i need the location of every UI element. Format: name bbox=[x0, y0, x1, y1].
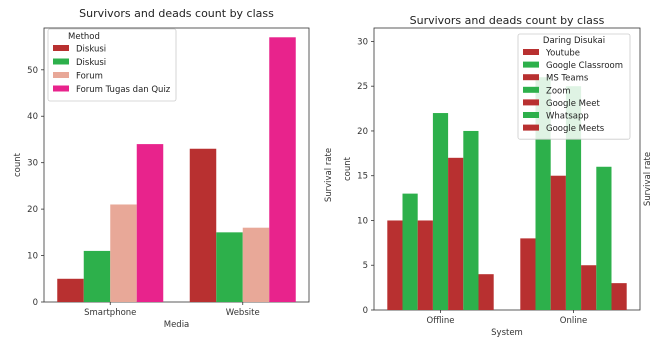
chart2-legend-label-3: Zoom bbox=[546, 86, 571, 96]
chart2: Survivors and deads count by class 0 5 10 15… bbox=[343, 14, 653, 338]
chart1-ytick-label-4: 40 bbox=[27, 112, 38, 122]
chart2-ytick-label-3: 15 bbox=[357, 172, 368, 182]
chart2-legend-swatch-0 bbox=[523, 49, 539, 55]
chart1-ytick-label-0: 0 bbox=[33, 298, 38, 308]
chart1-bar-0-2 bbox=[110, 204, 137, 302]
chart1: Survivors and deads count by class 0 10 20 3… bbox=[13, 7, 334, 330]
chart2-xtick-label-0: Offline bbox=[427, 316, 455, 326]
chart1-bar-1-2 bbox=[242, 227, 270, 302]
chart2-bar-0-3 bbox=[432, 113, 449, 310]
chart1-ytick-label-2: 20 bbox=[27, 205, 38, 215]
chart1-legend-label-0: Diskusi bbox=[76, 45, 106, 55]
chart1-bar-0-0 bbox=[57, 278, 84, 302]
chart2-title: Survivors and deads count by class bbox=[410, 14, 605, 27]
chart2-ytick-label-5: 25 bbox=[357, 82, 368, 92]
chart2-legend-swatch-3 bbox=[523, 86, 539, 93]
chart2-bar-1-3 bbox=[565, 86, 582, 310]
chart1-legend-label-1: Diskusi bbox=[76, 58, 106, 68]
chart2-ytick-label-1: 5 bbox=[363, 261, 368, 271]
chart1-ytick-label-1: 10 bbox=[27, 252, 38, 262]
chart1-xtick-label-0: Smartphone bbox=[84, 308, 136, 318]
chart2-legend-swatch-6 bbox=[523, 124, 539, 131]
chart1-plot-frame bbox=[43, 27, 310, 303]
chart2-bar-0-4 bbox=[448, 157, 464, 310]
chart1-legend-swatch-3 bbox=[53, 85, 69, 92]
chart2-legend-box bbox=[517, 33, 631, 140]
chart2-legend-label-4: Google Meet bbox=[546, 99, 600, 109]
chart2-ytick-label-2: 10 bbox=[357, 216, 368, 226]
chart2-legend-label-5: Whatsapp bbox=[546, 112, 589, 122]
chart1-bar-1-0 bbox=[189, 148, 217, 302]
chart1-ylabel: count bbox=[13, 152, 23, 177]
chart2-legend-label-0: Youtube bbox=[545, 49, 580, 59]
chart2-legend-swatch-1 bbox=[523, 61, 539, 68]
chart1-bar-1-3 bbox=[269, 37, 296, 302]
chart2-legend-label-6: Google Meets bbox=[546, 124, 605, 134]
chart2-legend-title: Daring Disukai bbox=[543, 36, 605, 46]
chart2-ytick-label-6: 30 bbox=[357, 37, 368, 47]
chart1-legend-label-3: Forum Tugas dan Quiz bbox=[76, 85, 171, 95]
chart2-ylabel: count bbox=[343, 156, 353, 181]
chart1-legend-swatch-2 bbox=[53, 72, 69, 78]
chart2-ytick-label-0: 0 bbox=[363, 306, 368, 316]
chart1-ytick-label-5: 50 bbox=[27, 66, 38, 76]
chart2-bar-1-2 bbox=[550, 175, 566, 310]
chart2-legend-label-2: MS Teams bbox=[546, 74, 589, 84]
chart1-title: Survivors and deads count by class bbox=[79, 7, 274, 20]
chart2-legend-swatch-2 bbox=[523, 74, 539, 81]
chart2-bar-0-0 bbox=[387, 220, 403, 310]
chart2-ytick-label-4: 20 bbox=[357, 127, 368, 137]
chart2-legend-swatch-4 bbox=[523, 99, 539, 106]
chart1-side-label: Survival rate bbox=[324, 148, 334, 202]
chart2-bar-0-6 bbox=[478, 274, 494, 310]
chart2-legend-swatch-5 bbox=[523, 112, 539, 118]
chart2-bar-0-2 bbox=[417, 220, 433, 310]
chart1-ytick-label-3: 30 bbox=[27, 159, 38, 169]
chart2-side-label: Survival rate bbox=[643, 152, 653, 206]
chart1-xlabel: Media bbox=[164, 320, 190, 330]
chart2-plot-frame bbox=[373, 27, 641, 311]
chart2-legend-label-1: Google Classroom bbox=[546, 61, 623, 71]
chart2-bar-0-1 bbox=[402, 193, 418, 310]
chart1-legend-swatch-0 bbox=[53, 45, 69, 51]
chart1-bar-0-1 bbox=[83, 250, 111, 302]
chart1-legend-title: Method bbox=[68, 32, 100, 42]
chart2-bar-0-5 bbox=[463, 130, 479, 310]
chart2-bar-1-4 bbox=[581, 265, 597, 310]
chart1-legend-box bbox=[47, 28, 177, 102]
chart2-bar-1-5 bbox=[596, 166, 612, 310]
chart1-bar-1-1 bbox=[216, 232, 243, 302]
chart2-bar-1-6 bbox=[611, 283, 627, 310]
chart1-legend-label-2: Forum bbox=[76, 72, 103, 82]
chart2-bar-1-0 bbox=[520, 238, 536, 310]
chart2-xtick-label-1: Online bbox=[560, 316, 587, 326]
chart1-xtick-label-1: Website bbox=[226, 308, 260, 318]
chart2-xlabel: System bbox=[491, 328, 523, 338]
chart1-legend-swatch-1 bbox=[53, 58, 69, 65]
chart1-bar-0-3 bbox=[136, 144, 164, 302]
